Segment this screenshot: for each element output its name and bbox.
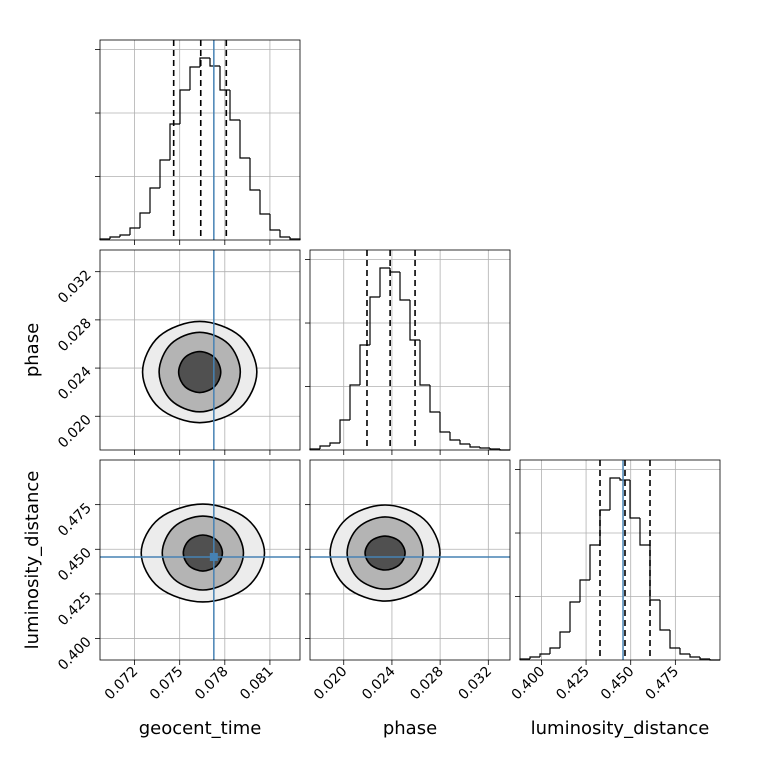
- histogram-bin: [379, 267, 390, 297]
- histogram-bin: [479, 447, 490, 449]
- histogram-bin: [619, 477, 630, 481]
- histogram-bin: [369, 296, 380, 345]
- x-axis-label: geocent_time: [139, 718, 262, 739]
- histogram-bin: [569, 601, 580, 632]
- histogram-bin: [679, 648, 690, 655]
- contour: [177, 350, 222, 394]
- histogram-bin: [139, 212, 150, 228]
- histogram-bin: [319, 445, 330, 449]
- x-tick-label: 0.020: [311, 664, 351, 704]
- histogram-bin: [359, 344, 370, 385]
- panel-frame: [309, 459, 511, 661]
- y-tick-label: 0.475: [55, 500, 95, 540]
- histogram-bin: [629, 480, 640, 519]
- histogram-bin: [659, 600, 670, 631]
- x-tick-label: 0.400: [509, 664, 549, 704]
- histogram-bin: [609, 477, 620, 510]
- x-axis-label: luminosity_distance: [531, 718, 710, 739]
- histogram-bin: [419, 339, 430, 386]
- panel-frame: [99, 249, 301, 451]
- panel-frame: [309, 249, 511, 451]
- histogram-bin: [269, 213, 280, 231]
- y-tick-label: 0.032: [55, 267, 95, 307]
- x-axis-label: phase: [383, 718, 437, 739]
- histogram-bin: [489, 447, 500, 450]
- histogram-bin: [259, 189, 270, 215]
- histogram-bin: [229, 89, 240, 121]
- histogram-bin: [559, 631, 570, 648]
- histogram-bin: [249, 157, 260, 191]
- histogram-bin: [549, 647, 560, 654]
- panel-frame: [99, 39, 301, 241]
- x-tick-label: 0.024: [359, 663, 399, 703]
- histogram-bin: [439, 411, 450, 433]
- x-tick-label: 0.425: [553, 664, 593, 704]
- histogram-bin: [699, 657, 710, 660]
- histogram-bin: [459, 439, 470, 445]
- histogram-bin: [539, 653, 550, 658]
- x-tick-label: 0.078: [192, 664, 232, 704]
- histogram-bin: [279, 229, 290, 238]
- histogram-bin: [149, 187, 160, 214]
- y-tick-label: 0.425: [55, 589, 95, 629]
- panel-frame: [99, 459, 301, 661]
- histogram-bin: [409, 299, 420, 341]
- histogram-bin: [389, 267, 400, 273]
- histogram-bin: [129, 227, 140, 235]
- histogram-bin: [669, 629, 680, 649]
- truth-point: [209, 552, 218, 561]
- x-tick-label: 0.081: [237, 664, 277, 704]
- y-tick-label: 0.450: [55, 545, 95, 585]
- histogram-bin: [289, 237, 301, 240]
- y-tick-label: 0.024: [55, 364, 95, 404]
- x-tick-label: 0.032: [455, 664, 495, 704]
- x-tick-label: 0.028: [407, 664, 447, 704]
- histogram-bin: [429, 384, 440, 413]
- histogram-bin: [189, 66, 200, 90]
- histogram-bin: [589, 544, 600, 580]
- histogram-bin: [689, 653, 700, 658]
- histogram-bin: [529, 656, 540, 659]
- histogram-bin: [399, 271, 410, 301]
- contour: [364, 535, 406, 571]
- histogram-bin: [649, 545, 660, 601]
- y-tick-label: 0.028: [55, 315, 95, 355]
- panel-frame: [519, 459, 721, 661]
- histogram-bin: [169, 123, 180, 160]
- x-tick-label: 0.450: [598, 664, 638, 704]
- y-tick-label: 0.020: [55, 412, 95, 452]
- histogram-bin: [639, 517, 650, 546]
- y-tick-label: 0.400: [55, 634, 95, 674]
- histogram-bin: [219, 65, 230, 91]
- histogram-bin: [119, 234, 130, 238]
- histogram-bin: [449, 431, 460, 441]
- histogram-bin: [239, 120, 250, 159]
- histogram-bin: [599, 509, 610, 546]
- y-axis-label: phase: [22, 323, 43, 377]
- y-axis-label: luminosity_distance: [22, 471, 43, 650]
- histogram-bin: [339, 419, 350, 444]
- x-tick-label: 0.475: [643, 664, 683, 704]
- histogram-bin: [209, 57, 220, 67]
- histogram-bin: [349, 384, 360, 420]
- histogram-bin: [159, 159, 170, 188]
- x-tick-label: 0.072: [102, 664, 142, 704]
- histogram-bin: [179, 89, 190, 124]
- histogram-bin: [469, 443, 480, 448]
- histogram-bin: [579, 579, 590, 602]
- histogram-bin: [109, 236, 120, 239]
- histogram-bin: [329, 442, 340, 446]
- x-tick-label: 0.075: [147, 664, 187, 704]
